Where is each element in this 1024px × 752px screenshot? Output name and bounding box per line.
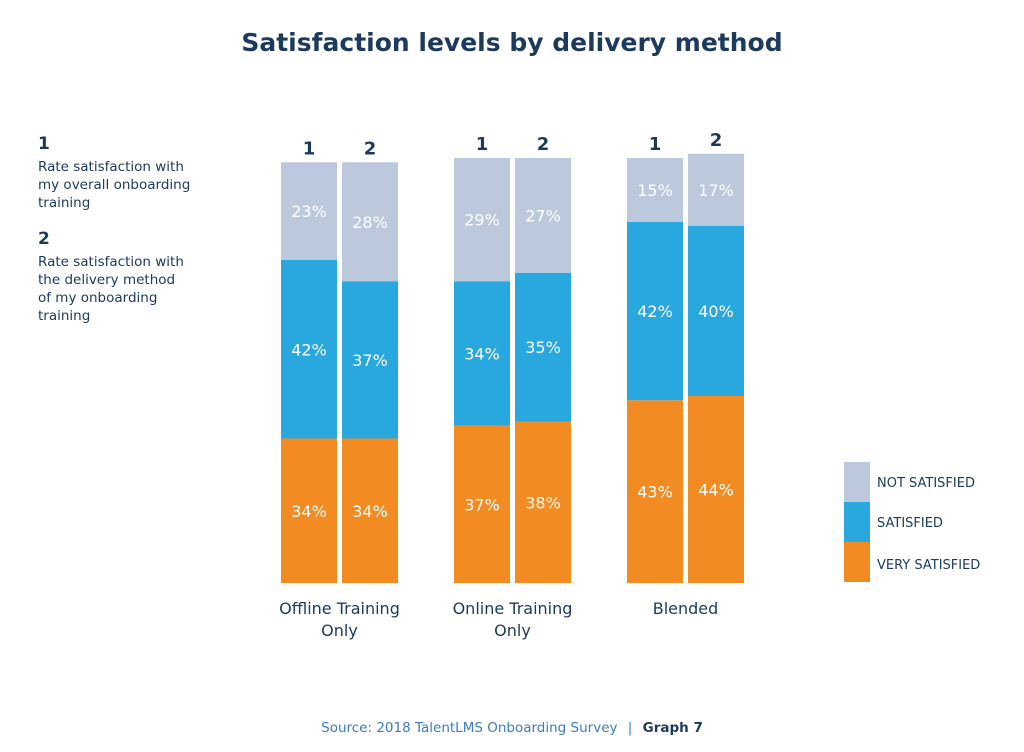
source-text: Source: 2018 TalentLMS Onboarding Survey	[321, 720, 618, 736]
note-text: Rate satisfaction with the delivery meth…	[38, 254, 184, 324]
data-label: 29%	[464, 211, 500, 230]
legend-swatch-very-satisfied	[844, 542, 870, 582]
data-label: 43%	[637, 483, 673, 502]
data-label: 44%	[698, 481, 734, 500]
legend-label-not-satisfied: NOT SATISFIED	[877, 476, 975, 491]
bar-label: 2	[364, 138, 377, 159]
bar-label: 1	[476, 134, 489, 155]
data-label: 37%	[464, 495, 500, 514]
note-2: 2 Rate satisfaction with the delivery me…	[38, 229, 188, 325]
note-1: 1 Rate satisfaction with my overall onbo…	[38, 134, 208, 212]
data-label: 23%	[291, 202, 327, 221]
graph-label: Graph 7	[642, 720, 703, 736]
data-label: 34%	[291, 502, 327, 521]
bar-segment	[281, 162, 337, 260]
source-line: Source: 2018 TalentLMS Onboarding Survey…	[0, 720, 1024, 736]
data-label: 17%	[698, 181, 734, 200]
bar-segment	[515, 158, 571, 273]
data-label: 27%	[525, 206, 561, 225]
legend-label-satisfied: SATISFIED	[877, 516, 943, 531]
bar-segment	[688, 396, 744, 583]
bar-segment	[515, 421, 571, 583]
bar-segment	[281, 260, 337, 439]
chart-title: Satisfaction levels by delivery method	[241, 28, 783, 57]
bar-segment	[342, 438, 398, 583]
bar-label: 1	[649, 134, 662, 155]
data-label: 34%	[352, 502, 388, 521]
legend-label-very-satisfied: VERY SATISFIED	[877, 558, 981, 573]
legend-swatch-not-satisfied	[844, 462, 870, 502]
category-label: Online Training	[453, 599, 573, 618]
bar-label: 2	[710, 130, 723, 151]
data-label: 42%	[637, 302, 673, 321]
bar-label: 2	[537, 134, 550, 155]
bar-segment	[454, 281, 510, 426]
bar-segment	[688, 153, 744, 226]
bar-segment	[627, 158, 683, 222]
data-label: 34%	[464, 345, 500, 364]
data-label: 40%	[698, 302, 734, 321]
bar-label: 1	[303, 138, 316, 159]
bar-segment	[627, 221, 683, 401]
bar-segment	[627, 400, 683, 583]
category-label: Only	[494, 621, 531, 640]
category-label: Blended	[653, 599, 719, 618]
note-text: Rate satisfaction with my overall onboar…	[38, 159, 191, 211]
data-label: 15%	[637, 181, 673, 200]
data-label: 42%	[291, 340, 327, 359]
data-label: 37%	[352, 351, 388, 370]
data-label: 35%	[525, 338, 561, 357]
bar-segment	[515, 272, 571, 422]
category-label: Offline Training	[279, 599, 400, 618]
separator: |	[627, 720, 633, 736]
bar-segment	[688, 226, 744, 396]
bar-segment	[342, 162, 398, 282]
bar-segment	[342, 281, 398, 439]
bar-segment	[454, 425, 510, 583]
category-label: Only	[321, 621, 358, 640]
legend-swatch-satisfied	[844, 502, 870, 542]
data-label: 28%	[352, 213, 388, 232]
data-label: 38%	[525, 493, 561, 512]
note-number: 1	[38, 134, 50, 154]
bar-segment	[281, 438, 337, 583]
bar-segment	[454, 158, 510, 282]
note-number: 2	[38, 229, 50, 249]
